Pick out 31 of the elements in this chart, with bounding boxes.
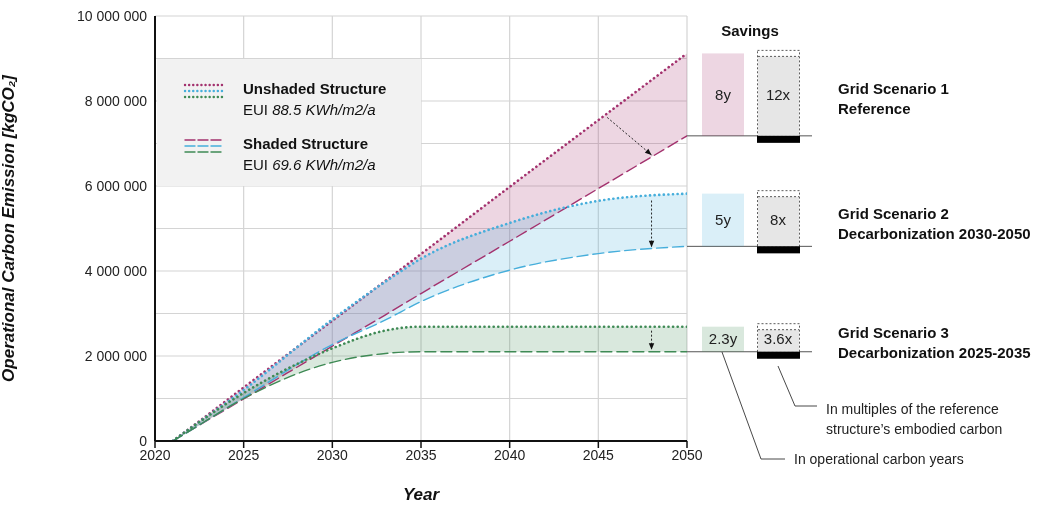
annotation: EUI 88.5 KWh/m2/a	[243, 101, 376, 118]
y-tick-label: 10 000 000	[76, 7, 148, 24]
text: Grid Scenario 3 Decarbonization 2025-2035	[838, 324, 1031, 362]
x-tick-label: 2030	[316, 446, 349, 463]
x-axis-title: Year	[402, 485, 441, 504]
y-tick-label: 2 000 000	[84, 347, 148, 364]
text: In multiples of the reference structure’s embodied carbon	[826, 401, 1003, 437]
annotation: EUI 69.6 KWh/m2/a	[243, 156, 376, 173]
x-tick-label: 2045	[582, 446, 615, 463]
text: In operational carbon years	[794, 451, 964, 467]
x-tick-label: 2050	[671, 446, 703, 463]
text: Savings	[721, 22, 779, 39]
legend-label: Shaded Structure	[243, 135, 369, 152]
text: 8y	[715, 85, 732, 103]
y-tick-label: 6 000 000	[84, 177, 148, 194]
text: 3.6x	[763, 330, 793, 348]
x-tick-label: 2020	[139, 446, 171, 463]
text: 12x	[765, 85, 791, 103]
y-axis-title: Operational Carbon Emission [kgCO₂]	[0, 73, 19, 382]
text: Grid Scenario 2 Decarbonization 2030-2050	[838, 205, 1031, 242]
y-tick-label: 0	[139, 432, 148, 449]
x-tick-label: 2025	[228, 446, 260, 463]
y-tick-label: 4 000 000	[84, 262, 148, 279]
legend-label: Unshaded Structure	[243, 80, 387, 97]
x-tick-label: 2040	[494, 446, 526, 463]
text: 8x	[770, 211, 787, 228]
text: Grid Scenario 1 Reference	[838, 79, 949, 117]
y-tick-label: 8 000 000	[84, 92, 148, 109]
text: 5y	[715, 211, 732, 228]
text: 2.3y	[708, 330, 738, 348]
x-tick-label: 2035	[405, 446, 437, 463]
